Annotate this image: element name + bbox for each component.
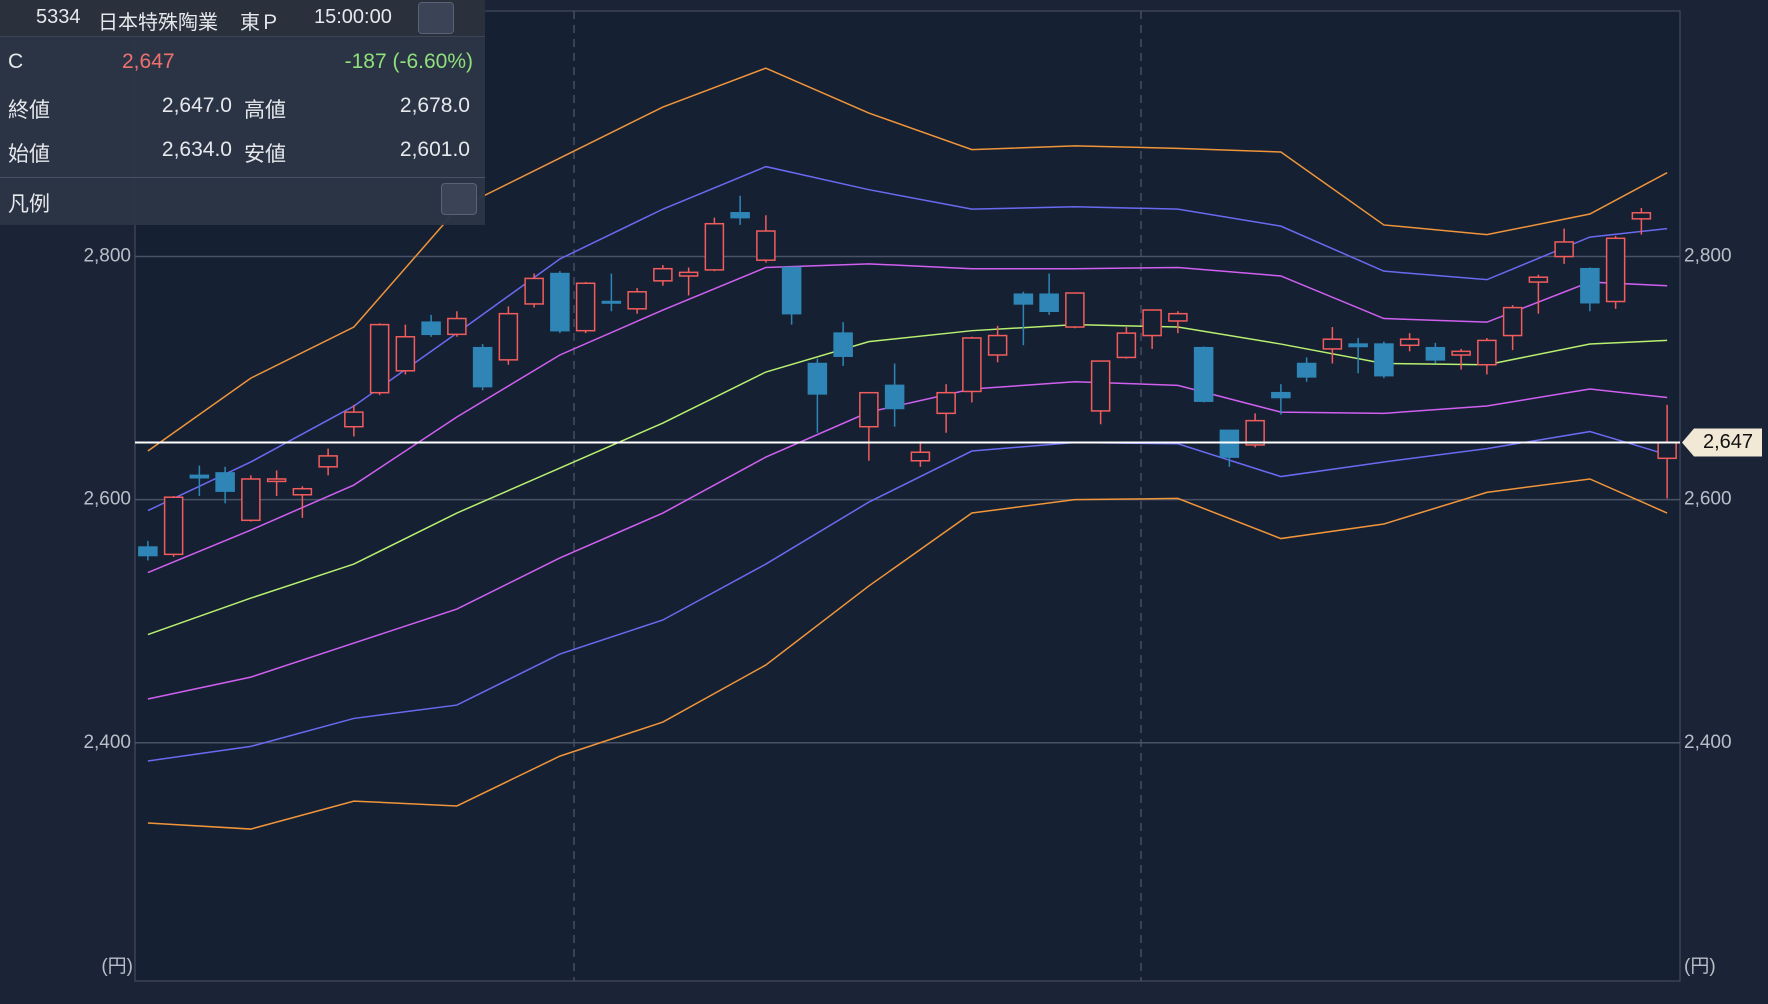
candle-body bbox=[292, 487, 313, 496]
candle-body bbox=[1271, 391, 1291, 399]
time: 15:00:00 bbox=[314, 6, 392, 28]
candle-body bbox=[1580, 267, 1600, 304]
last-price-label: 2,647 bbox=[1703, 431, 1753, 453]
candle-body bbox=[704, 222, 725, 271]
candle-body bbox=[1090, 360, 1111, 412]
open-label: 始値 bbox=[8, 143, 50, 166]
candle-body bbox=[807, 362, 828, 395]
candle-body bbox=[1528, 276, 1549, 283]
candle-body bbox=[138, 546, 158, 557]
candle-body bbox=[781, 266, 802, 315]
band-line bbox=[147, 323, 1668, 636]
y-tick-label: 2,800 bbox=[83, 246, 131, 267]
candle-body bbox=[1348, 343, 1368, 348]
close-value: 2,647.0 bbox=[161, 94, 232, 117]
candle-body bbox=[859, 391, 879, 428]
candle-body bbox=[1399, 338, 1420, 347]
candle-body bbox=[266, 478, 287, 483]
candle-body bbox=[1065, 292, 1085, 328]
band-line bbox=[147, 263, 1668, 574]
candle-body bbox=[241, 478, 261, 522]
candle-body bbox=[627, 291, 647, 310]
candle-body bbox=[189, 474, 210, 479]
info-panel: 5334 日本特殊陶業 東Ｐ 15:00:00 C 2,647 -187 (-6… bbox=[0, 0, 485, 225]
candle-body bbox=[447, 317, 467, 336]
candle-body bbox=[1605, 237, 1626, 303]
y-unit: (円) bbox=[1684, 956, 1716, 977]
y-tick-label: 2,600 bbox=[83, 489, 131, 510]
candle-body bbox=[1322, 338, 1343, 350]
candle-body bbox=[1168, 312, 1188, 322]
candle-body bbox=[987, 334, 1008, 356]
close-label: 終値 bbox=[8, 99, 50, 122]
y-tick-label: 2,400 bbox=[83, 732, 131, 753]
candle-body bbox=[318, 455, 338, 468]
candle-body bbox=[1451, 350, 1471, 356]
candle-body bbox=[1657, 441, 1677, 460]
candle-body bbox=[215, 472, 235, 492]
candle-body bbox=[550, 272, 570, 332]
market: 東Ｐ bbox=[240, 12, 280, 34]
stock-code: 5334 bbox=[36, 6, 81, 28]
candle-body bbox=[910, 451, 931, 462]
candle-body bbox=[1477, 339, 1497, 366]
candle-body bbox=[1219, 429, 1240, 458]
y-tick-label: 2,800 bbox=[1684, 246, 1732, 267]
candle-body bbox=[344, 411, 364, 428]
band-line bbox=[147, 67, 1668, 452]
open-value: 2,634.0 bbox=[161, 138, 232, 161]
candle-body bbox=[575, 282, 596, 332]
band-line bbox=[147, 380, 1668, 700]
candle-body bbox=[678, 271, 699, 277]
candle-body bbox=[163, 496, 184, 556]
stock-name: 日本特殊陶業 bbox=[98, 12, 218, 34]
price: 2,647 bbox=[122, 50, 175, 73]
symbol: C bbox=[8, 50, 24, 73]
candle-body bbox=[421, 321, 441, 336]
candle-body bbox=[524, 277, 544, 305]
candle-body bbox=[601, 300, 622, 304]
candle-body bbox=[1374, 343, 1394, 377]
separator bbox=[0, 177, 485, 178]
candle-body bbox=[756, 230, 776, 261]
panel-header bbox=[0, 0, 485, 37]
candle-body bbox=[884, 384, 905, 410]
candle-body bbox=[936, 391, 956, 415]
candle-body bbox=[472, 346, 493, 388]
candle-body bbox=[833, 332, 853, 357]
candle-body bbox=[395, 336, 416, 372]
candle-body bbox=[1554, 241, 1574, 258]
y-unit: (円) bbox=[101, 956, 133, 977]
low-value: 2,601.0 bbox=[399, 138, 470, 161]
candle-body bbox=[1193, 346, 1214, 402]
legend-toggle[interactable] bbox=[441, 183, 477, 215]
candle-body bbox=[653, 267, 673, 282]
candle-body bbox=[962, 337, 982, 393]
candle-body bbox=[1425, 346, 1446, 361]
candle-body bbox=[369, 323, 390, 394]
low-label: 安値 bbox=[244, 143, 286, 166]
info-button[interactable] bbox=[418, 2, 454, 34]
candle-body bbox=[1116, 332, 1137, 359]
candle-body bbox=[1013, 293, 1034, 305]
candle-body bbox=[1296, 362, 1317, 378]
candle-body bbox=[498, 312, 519, 361]
candle-body bbox=[1502, 306, 1523, 337]
band-line bbox=[147, 430, 1668, 762]
y-tick-label: 2,400 bbox=[1684, 732, 1732, 753]
candle-body bbox=[1245, 419, 1265, 446]
y-tick-label: 2,600 bbox=[1684, 489, 1732, 510]
change: -187 (-6.60%) bbox=[344, 50, 473, 73]
candle-body bbox=[1142, 309, 1162, 337]
band-line bbox=[147, 478, 1668, 830]
candle-body bbox=[730, 212, 750, 219]
legend-label: 凡例 bbox=[8, 193, 50, 216]
candle-body bbox=[1631, 212, 1652, 220]
candle-body bbox=[1039, 293, 1059, 312]
high-value: 2,678.0 bbox=[399, 94, 470, 117]
last-price-tag bbox=[1682, 428, 1762, 457]
high-label: 高値 bbox=[244, 99, 286, 122]
